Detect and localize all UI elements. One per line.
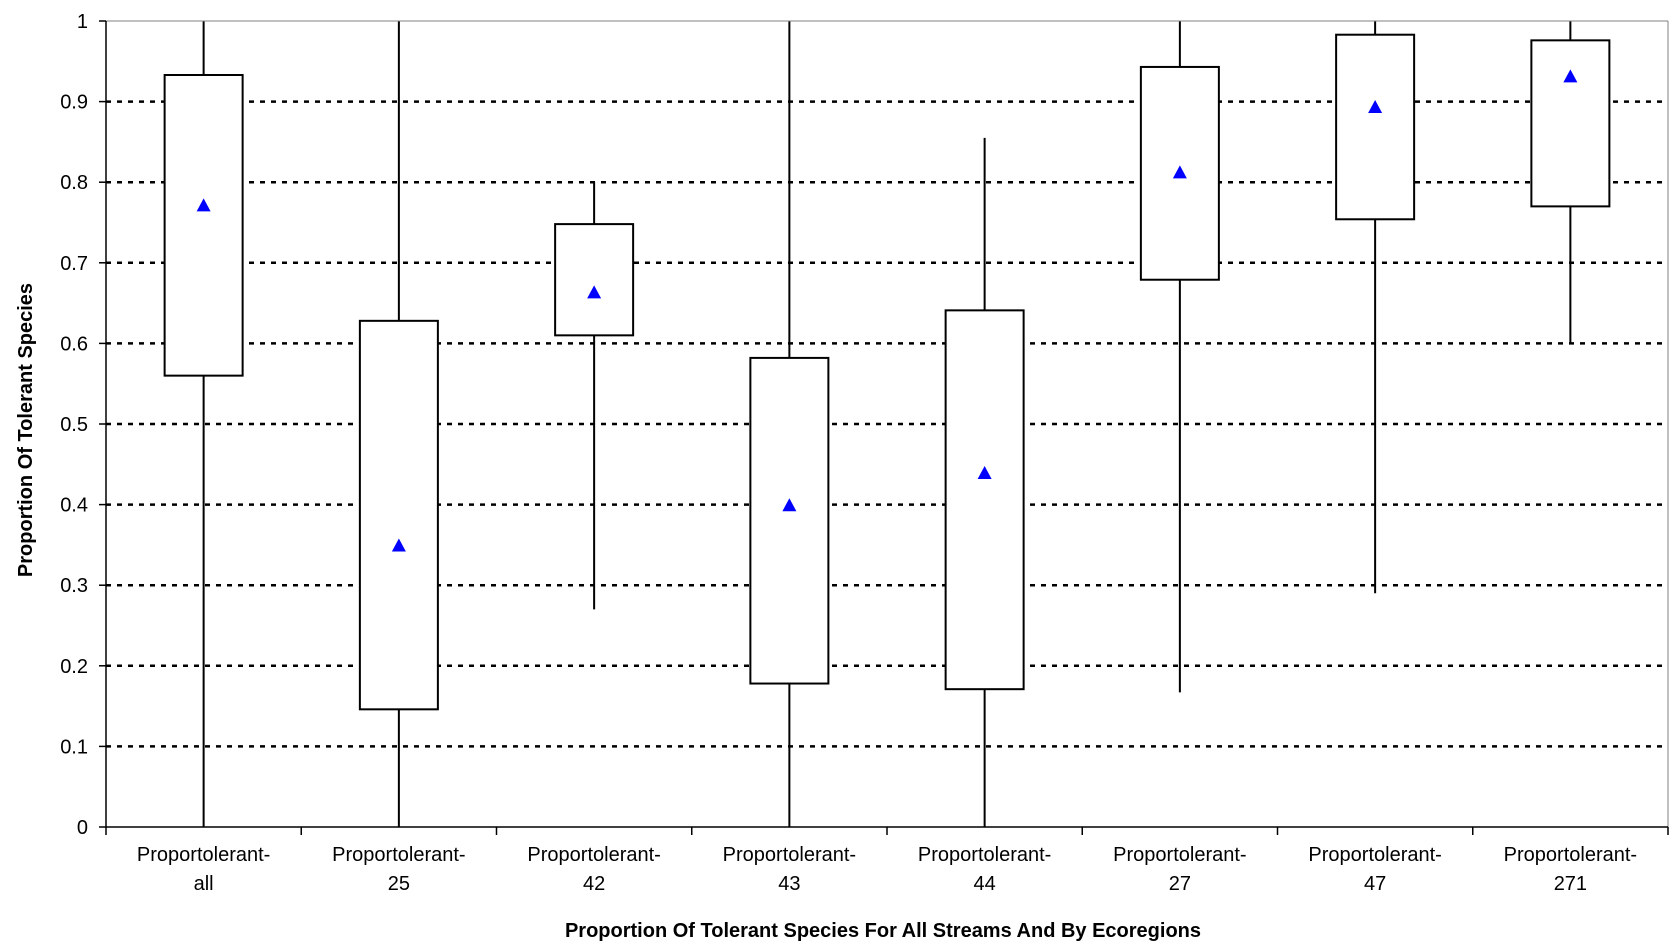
- box-2: [554, 182, 635, 610]
- box-4: [944, 137, 1025, 827]
- mean-marker: [196, 198, 211, 212]
- mean-marker: [782, 498, 797, 512]
- box-7: [1530, 21, 1611, 344]
- box-3: [749, 21, 830, 827]
- y-tick-label: 0.8: [60, 172, 88, 194]
- x-category-label: Proportolerant-25: [332, 844, 465, 895]
- y-axis-title: Proportion Of Tolerant Species: [15, 283, 37, 577]
- box-6: [1335, 21, 1416, 594]
- x-axis-title: Proportion Of Tolerant Species For All S…: [565, 920, 1201, 942]
- box-iqr: [944, 309, 1025, 691]
- mean-marker: [1563, 69, 1578, 83]
- y-tick-label: 0.6: [60, 333, 88, 355]
- box-iqr: [749, 356, 830, 685]
- box-series: [163, 21, 1611, 827]
- x-category-label: Proportolerant-42: [527, 844, 660, 895]
- x-category-label: Proportolerant-27: [1113, 844, 1246, 895]
- x-category-labels: Proportolerant-all Proportolerant-25 Propo…: [105, 827, 1669, 895]
- mean-marker: [977, 465, 992, 479]
- x-category-label: Proportolerant-44: [918, 844, 1051, 895]
- y-tick-label: 0.1: [60, 736, 88, 758]
- y-tick-label: 1: [77, 11, 88, 33]
- box-iqr: [554, 223, 635, 337]
- y-tick-label: 0.2: [60, 656, 88, 678]
- mean-marker: [1368, 100, 1383, 114]
- y-tick-label: 0.7: [60, 253, 88, 275]
- mean-marker: [1172, 165, 1187, 179]
- box-1: [358, 21, 439, 827]
- mean-marker: [587, 285, 602, 299]
- x-category-label: Proportolerant-47: [1308, 844, 1441, 895]
- box-iqr: [163, 74, 244, 377]
- box-iqr: [1335, 33, 1416, 221]
- y-tick-label: 0.3: [60, 575, 88, 597]
- box-iqr: [358, 319, 439, 711]
- y-tick-label: 0.5: [60, 414, 88, 436]
- y-tick-label: 0: [77, 817, 88, 839]
- mean-marker: [391, 538, 406, 552]
- box-0: [163, 21, 244, 827]
- gridlines: [106, 20, 1668, 748]
- box-5: [1139, 21, 1220, 693]
- x-category-label: Proportolerant-all: [137, 844, 270, 895]
- box-iqr: [1530, 39, 1611, 208]
- y-axis-ticks: 0 0.1 0.2 0.3 0.4 0.5 0.6 0.7 0.8 0.9 1: [60, 11, 106, 839]
- y-tick-label: 0.9: [60, 92, 88, 114]
- x-category-label: Proportolerant-271: [1504, 844, 1637, 895]
- y-tick-label: 0.4: [60, 495, 88, 517]
- x-category-label: Proportolerant-43: [723, 844, 856, 895]
